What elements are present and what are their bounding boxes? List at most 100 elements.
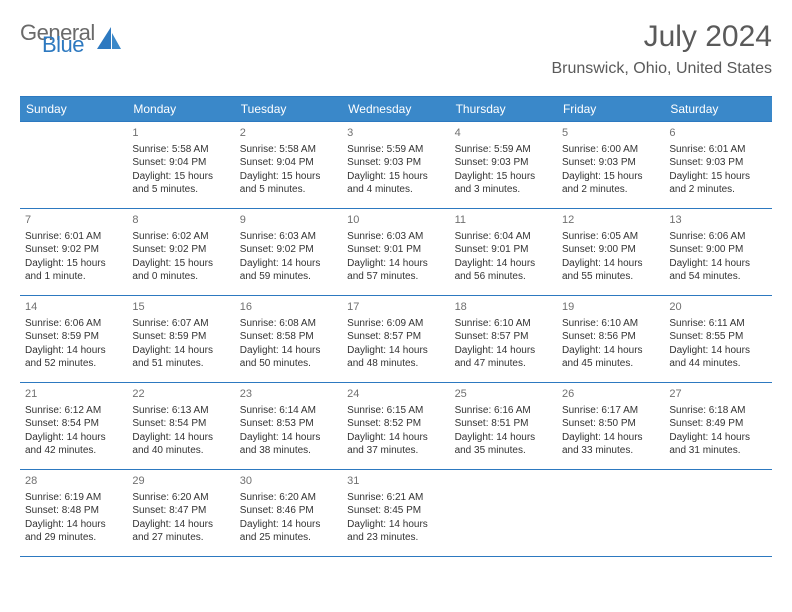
sunrise-text: Sunrise: 5:58 AM <box>240 143 337 157</box>
sunrise-text: Sunrise: 6:04 AM <box>455 230 552 244</box>
daylight-text: Daylight: 14 hours and 57 minutes. <box>347 257 444 284</box>
day-cell: 8Sunrise: 6:02 AMSunset: 9:02 PMDaylight… <box>127 209 234 295</box>
daylight-text: Daylight: 15 hours and 2 minutes. <box>562 170 659 197</box>
day-number: 9 <box>240 213 337 228</box>
daylight-text: Daylight: 14 hours and 29 minutes. <box>25 518 122 545</box>
sunset-text: Sunset: 8:55 PM <box>669 330 766 344</box>
sunset-text: Sunset: 8:57 PM <box>455 330 552 344</box>
sunrise-text: Sunrise: 6:03 AM <box>347 230 444 244</box>
day-cell: 21Sunrise: 6:12 AMSunset: 8:54 PMDayligh… <box>20 383 127 469</box>
sunrise-text: Sunrise: 6:02 AM <box>132 230 229 244</box>
day-number: 5 <box>562 126 659 141</box>
sunset-text: Sunset: 8:49 PM <box>669 417 766 431</box>
day-cell: 20Sunrise: 6:11 AMSunset: 8:55 PMDayligh… <box>664 296 771 382</box>
day-cell: 7Sunrise: 6:01 AMSunset: 9:02 PMDaylight… <box>20 209 127 295</box>
daylight-text: Daylight: 14 hours and 33 minutes. <box>562 431 659 458</box>
sunrise-text: Sunrise: 6:10 AM <box>455 317 552 331</box>
day-number: 21 <box>25 387 122 402</box>
daylight-text: Daylight: 14 hours and 48 minutes. <box>347 344 444 371</box>
sunset-text: Sunset: 9:03 PM <box>455 156 552 170</box>
day-cell: 29Sunrise: 6:20 AMSunset: 8:47 PMDayligh… <box>127 470 234 556</box>
day-number: 23 <box>240 387 337 402</box>
day-number: 22 <box>132 387 229 402</box>
sunrise-text: Sunrise: 6:06 AM <box>669 230 766 244</box>
sunset-text: Sunset: 9:03 PM <box>347 156 444 170</box>
sunrise-text: Sunrise: 6:15 AM <box>347 404 444 418</box>
day-cell: 24Sunrise: 6:15 AMSunset: 8:52 PMDayligh… <box>342 383 449 469</box>
sunset-text: Sunset: 8:53 PM <box>240 417 337 431</box>
sunrise-text: Sunrise: 6:13 AM <box>132 404 229 418</box>
day-number: 28 <box>25 474 122 489</box>
brand-part2: Blue <box>42 36 95 54</box>
daylight-text: Daylight: 14 hours and 35 minutes. <box>455 431 552 458</box>
brand-text: General Blue <box>20 24 95 53</box>
calendar-page: General Blue July 2024 Brunswick, Ohio, … <box>0 0 792 612</box>
sunset-text: Sunset: 8:52 PM <box>347 417 444 431</box>
day-number: 30 <box>240 474 337 489</box>
sunset-text: Sunset: 8:48 PM <box>25 504 122 518</box>
week-row: 14 Sunrise: 6:06 AM Sunset: 8:59 PM Dayligh… <box>20 296 772 383</box>
day-cell: 17Sunrise: 6:09 AMSunset: 8:57 PMDayligh… <box>342 296 449 382</box>
sunset-text: Sunset: 8:47 PM <box>132 504 229 518</box>
daylight-text: Daylight: 14 hours and 38 minutes. <box>240 431 337 458</box>
sunset-text: Sunset: 8:59 PM <box>132 330 229 344</box>
sunset-text: Sunset: 9:03 PM <box>562 156 659 170</box>
sunset-text: Sunset: 9:01 PM <box>347 243 444 257</box>
daylight-text: Daylight: 14 hours and 25 minutes. <box>240 518 337 545</box>
daylight-text: Daylight: 15 hours and 5 minutes. <box>132 170 229 197</box>
day-number: 31 <box>347 474 444 489</box>
week-row: 7 Sunrise: 6:01 AMSunset: 9:02 PM Daylight… <box>20 209 772 296</box>
sunrise-text: Sunrise: 6:07 AM <box>132 317 229 331</box>
day-cell: 6Sunrise: 6:01 AMSunset: 9:03 PMDaylight… <box>664 122 771 208</box>
sunset-text: Sunset: 8:58 PM <box>240 330 337 344</box>
day-cell: 18 Sunrise: 6:10 AMSunset: 8:57 PMDayligh… <box>450 296 557 382</box>
day-number: 29 <box>132 474 229 489</box>
sunrise-text: Sunrise: 6:09 AM <box>347 317 444 331</box>
daylight-text: Daylight: 14 hours and 31 minutes. <box>669 431 766 458</box>
sunset-text: Sunset: 9:04 PM <box>132 156 229 170</box>
day-cell: 4Sunrise: 5:59 AMSunset: 9:03 PMDaylight… <box>450 122 557 208</box>
daylight-text: Daylight: 14 hours and 55 minutes. <box>562 257 659 284</box>
sunrise-text: Sunrise: 6:06 AM <box>25 317 122 331</box>
day-number: 1 <box>132 126 229 141</box>
daylight-text: Daylight: 14 hours and 44 minutes. <box>669 344 766 371</box>
sunset-text: Sunset: 8:56 PM <box>562 330 659 344</box>
daylight-text: Daylight: 15 hours and 2 minutes. <box>669 170 766 197</box>
day-cell: 3Sunrise: 5:59 AMSunset: 9:03 PMDaylight… <box>342 122 449 208</box>
day-cell: 30Sunrise: 6:20 AMSunset: 8:46 PMDayligh… <box>235 470 342 556</box>
sunrise-text: Sunrise: 6:21 AM <box>347 491 444 505</box>
sunset-text: Sunset: 8:54 PM <box>132 417 229 431</box>
daylight-text: Daylight: 14 hours and 47 minutes. <box>455 344 552 371</box>
day-cell: 2Sunrise: 5:58 AMSunset: 9:04 PMDaylight… <box>235 122 342 208</box>
sunrise-text: Sunrise: 6:01 AM <box>25 230 122 244</box>
day-number: 8 <box>132 213 229 228</box>
day-cell: 27Sunrise: 6:18 AMSunset: 8:49 PMDayligh… <box>664 383 771 469</box>
week-row: 28Sunrise: 6:19 AMSunset: 8:48 PMDayligh… <box>20 470 772 557</box>
day-number: 10 <box>347 213 444 228</box>
day-number: 14 <box>25 300 122 315</box>
header: General Blue July 2024 Brunswick, Ohio, … <box>20 20 772 78</box>
day-cell: 12Sunrise: 6:05 AMSunset: 9:00 PMDayligh… <box>557 209 664 295</box>
sunrise-text: Sunrise: 6:20 AM <box>240 491 337 505</box>
daylight-text: Daylight: 14 hours and 59 minutes. <box>240 257 337 284</box>
day-cell: 16Sunrise: 6:08 AMSunset: 8:58 PMDayligh… <box>235 296 342 382</box>
sunset-text: Sunset: 8:54 PM <box>25 417 122 431</box>
sunset-text: Sunset: 9:02 PM <box>25 243 122 257</box>
location: Brunswick, Ohio, United States <box>551 60 772 78</box>
day-cell: 19Sunrise: 6:10 AMSunset: 8:56 PMDayligh… <box>557 296 664 382</box>
weekday-cell: Wednesday <box>342 97 449 121</box>
day-number: 19 <box>562 300 659 315</box>
sunset-text: Sunset: 8:57 PM <box>347 330 444 344</box>
daylight-text: Daylight: 15 hours and 4 minutes. <box>347 170 444 197</box>
day-number: 18 <box>455 300 552 315</box>
sunrise-text: Sunrise: 6:19 AM <box>25 491 122 505</box>
day-number: 7 <box>25 213 122 228</box>
day-number: 11 <box>455 213 552 228</box>
day-number: 24 <box>347 387 444 402</box>
sunrise-text: Sunrise: 6:08 AM <box>240 317 337 331</box>
sunset-text: Sunset: 9:00 PM <box>669 243 766 257</box>
weekday-cell: Thursday <box>450 97 557 121</box>
sunset-text: Sunset: 8:50 PM <box>562 417 659 431</box>
daylight-text: Daylight: 14 hours and 50 minutes. <box>240 344 337 371</box>
daylight-text: Daylight: 14 hours and 23 minutes. <box>347 518 444 545</box>
